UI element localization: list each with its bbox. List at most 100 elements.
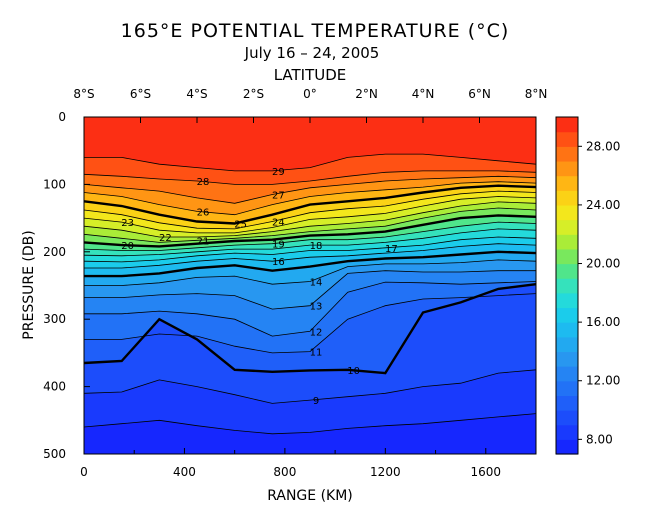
colorbar-swatch [556, 439, 578, 455]
isotherm-label: 18 [310, 241, 323, 252]
y-tick-label: 500 [43, 447, 66, 461]
top-axis-label: LATITUDE [274, 66, 347, 84]
isotherm-19 [84, 221, 536, 251]
top-tick-label: 8°S [73, 87, 94, 101]
isotherm-lines [84, 153, 536, 435]
colorbar-swatch [556, 380, 578, 396]
colorbar-tick-label: 20.00 [586, 257, 620, 271]
colorbar-swatch [556, 204, 578, 221]
isotherm-13 [84, 270, 536, 310]
isotherm-11 [84, 293, 536, 354]
isotherm-18 [84, 228, 536, 257]
x-axis-label: RANGE (KM) [267, 488, 353, 504]
temperature-fill [84, 117, 536, 454]
isotherm-label: 17 [385, 244, 398, 255]
isotherm-22 [84, 201, 536, 238]
colorbar-swatch [556, 424, 578, 440]
x-tick-label: 400 [173, 465, 196, 479]
isotherm-16 [84, 243, 536, 269]
top-tick-label: 4°N [412, 87, 435, 101]
isotherm-28 [84, 170, 536, 185]
top-tick-label: 2°S [243, 87, 264, 101]
x-tick-label: 0 [80, 465, 88, 479]
isotherm-label: 19 [272, 240, 285, 251]
isotherm-25 [84, 184, 536, 225]
colorbar-swatch [556, 160, 578, 177]
colorbar-tick-label: 16.00 [586, 315, 620, 329]
isotherm-label: 13 [310, 302, 323, 313]
isotherm-label: 28 [197, 177, 210, 188]
chart-subtitle: July 16 – 24, 2005 [244, 44, 380, 62]
isotherm-26 [84, 181, 536, 216]
colorbar-tick-label: 8.00 [586, 432, 613, 446]
isotherm-21 [84, 207, 536, 243]
colorbar-swatch [556, 175, 578, 191]
colorbar-tick-label: 28.00 [586, 139, 620, 153]
isotherm-24 [84, 190, 536, 230]
colorbar-frame [555, 116, 579, 455]
isotherm-label: 24 [272, 217, 285, 228]
isotherm-8 [84, 413, 536, 435]
y-tick-label: 100 [43, 177, 66, 191]
y-tick-label: 200 [43, 245, 66, 259]
colorbar [556, 117, 578, 455]
colorbar-swatch [556, 307, 578, 323]
isotherm-label: 11 [310, 348, 323, 359]
isotherm-label: 25 [234, 219, 247, 230]
top-tick-label: 6°N [468, 87, 491, 101]
x-tick-label: 1600 [471, 465, 502, 479]
colorbar-swatch [556, 248, 578, 265]
top-tick-label: 0° [303, 87, 317, 101]
x-axis-ticks: 0 400 800 1200 1600 [80, 448, 501, 479]
isotherm-23 [84, 196, 536, 234]
colorbar-swatch [556, 234, 578, 250]
isotherm-label: 20 [121, 241, 134, 252]
colorbar-tick-label: 24.00 [586, 198, 620, 212]
colorbar-swatch [556, 278, 578, 294]
colorbar-swatch [556, 395, 578, 411]
isotherm-label: 22 [159, 233, 172, 244]
isotherm-14 [84, 259, 536, 286]
isotherm-12 [84, 281, 536, 337]
x-tick-label: 1200 [370, 465, 401, 479]
isotherm-label: 21 [197, 236, 210, 247]
colorbar-swatch [556, 131, 578, 147]
isotherm-label: 9 [313, 396, 319, 407]
top-tick-label: 8°N [525, 87, 548, 101]
colorbar-swatch [556, 190, 578, 206]
top-axis-ticks: 8°S 6°S 4°S 2°S 0° 2°N 4°N 6°N 8°N [73, 87, 547, 123]
y-tick-label: 400 [43, 380, 66, 394]
y-axis-ticks: 0 100 200 300 400 500 [43, 110, 90, 461]
isotherm-label: 10 [347, 366, 360, 377]
colorbar-swatch [556, 117, 578, 133]
isotherm-29 [84, 153, 536, 172]
x-tick-label: 800 [273, 465, 296, 479]
isotherm-label: 14 [310, 277, 323, 288]
colorbar-swatch [556, 146, 578, 162]
isotherm-10 [84, 283, 536, 375]
colorbar-swatch [556, 263, 578, 279]
colorbar-tick-label: 12.00 [586, 374, 620, 388]
isotherm-label: 16 [272, 257, 285, 268]
colorbar-swatch [556, 351, 578, 367]
colorbar-ticks: 8.00 12.00 16.00 20.00 24.00 28.00 [578, 139, 620, 446]
isotherm-17 [84, 236, 536, 263]
isotherm-27 [84, 175, 536, 204]
isotherm-labels: 29 28 27 26 25 24 23 22 21 20 19 18 17 16 14 13 12 11 10 9 [121, 167, 397, 407]
isotherm-label: 27 [272, 191, 285, 202]
y-tick-label: 300 [43, 312, 66, 326]
colorbar-swatch [556, 336, 578, 353]
chart-title: 165°E POTENTIAL TEMPERATURE (°C) [121, 20, 510, 42]
isotherm-label: 23 [121, 218, 134, 229]
y-axis-label: PRESSURE (DB) [21, 230, 37, 339]
colorbar-swatch [556, 322, 578, 338]
top-tick-label: 4°S [186, 87, 207, 101]
top-tick-label: 6°S [130, 87, 151, 101]
isotherm-label: 12 [310, 327, 323, 338]
colorbar-swatch [556, 292, 578, 309]
isotherm-label: 26 [197, 207, 210, 218]
top-tick-label: 2°N [355, 87, 378, 101]
colorbar-swatch [556, 410, 578, 426]
colorbar-swatch [556, 366, 578, 382]
